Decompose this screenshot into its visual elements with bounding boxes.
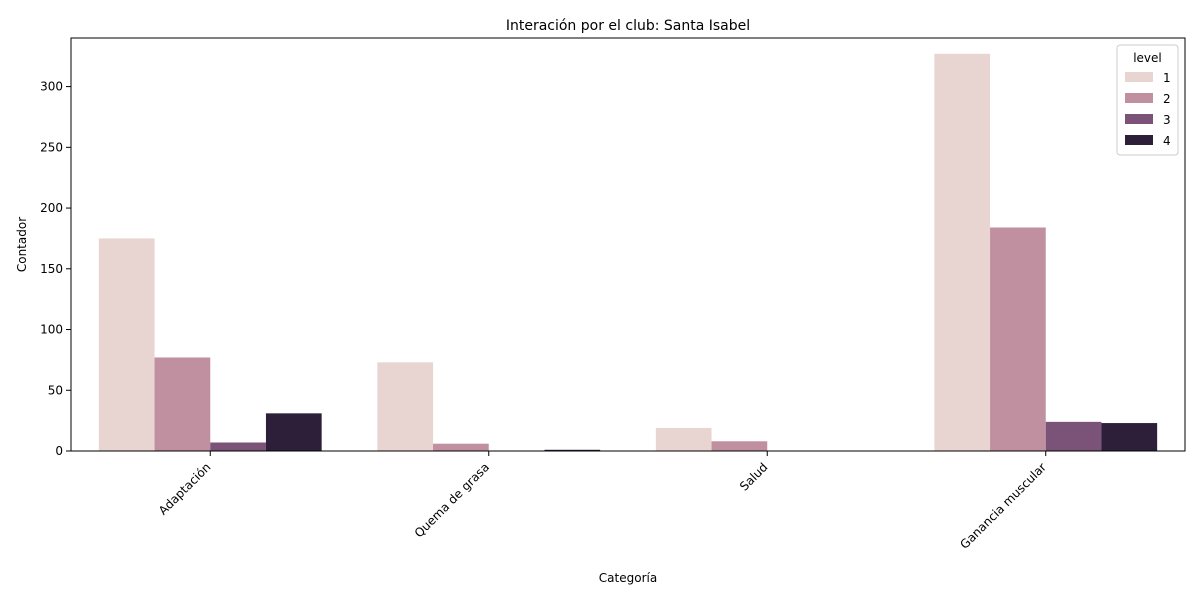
- bar-ganancia-muscular-level-4: [1101, 423, 1158, 451]
- y-tick-label: 50: [48, 383, 63, 397]
- y-tick-label: 200: [40, 201, 63, 215]
- bar-quema-de-grasa-level-4: [544, 449, 601, 451]
- x-tick-label: Adaptación: [156, 460, 214, 518]
- chart-title: Interación por el club: Santa Isabel: [506, 18, 750, 34]
- bar-ganancia-muscular-level-3: [1045, 421, 1102, 451]
- x-axis: Adaptación Quema de grasa Salud Ganancia mu…: [156, 451, 1049, 552]
- legend-label-level-1: 1: [1163, 71, 1171, 85]
- x-tick-label: Quema de grasa: [412, 460, 492, 540]
- bar-quema-de-grasa-level-2: [433, 443, 489, 451]
- bar-adaptación-level-1: [98, 238, 155, 451]
- plot-frame: [70, 37, 1186, 452]
- y-tick-label: 150: [40, 262, 63, 276]
- bar-salud-level-2: [711, 441, 768, 451]
- legend-title: level: [1133, 51, 1162, 65]
- y-tick-label: 250: [40, 140, 63, 154]
- y-axis-label: Contador: [15, 217, 29, 272]
- y-tick-label: 0: [55, 444, 63, 458]
- bar-adaptación-level-3: [210, 442, 266, 451]
- legend-swatch-level-4: [1125, 135, 1153, 145]
- x-tick-label: Ganancia muscular: [957, 460, 1049, 552]
- x-tick-label: Salud: [737, 460, 771, 494]
- bar-quema-de-grasa-level-1: [377, 362, 434, 451]
- bar-adaptación-level-2: [154, 357, 211, 451]
- y-tick-label: 300: [40, 80, 63, 94]
- bar-ganancia-muscular-level-2: [990, 227, 1046, 451]
- y-tick-label: 100: [40, 323, 63, 337]
- legend-swatch-level-3: [1125, 114, 1153, 124]
- bar-ganancia-muscular-level-1: [934, 53, 991, 452]
- bar-salud-level-1: [655, 427, 712, 451]
- y-axis: 0 50 100 150 200 250 300: [40, 80, 71, 458]
- legend-label-level-3: 3: [1163, 113, 1171, 127]
- legend-swatch-level-1: [1125, 72, 1153, 82]
- bar-adaptación-level-4: [265, 413, 322, 451]
- x-axis-label: Categoría: [599, 571, 657, 585]
- legend-label-level-4: 4: [1163, 134, 1171, 148]
- bars-layer: [98, 53, 1158, 452]
- legend-label-level-2: 2: [1163, 92, 1171, 106]
- legend-swatch-level-2: [1125, 93, 1153, 103]
